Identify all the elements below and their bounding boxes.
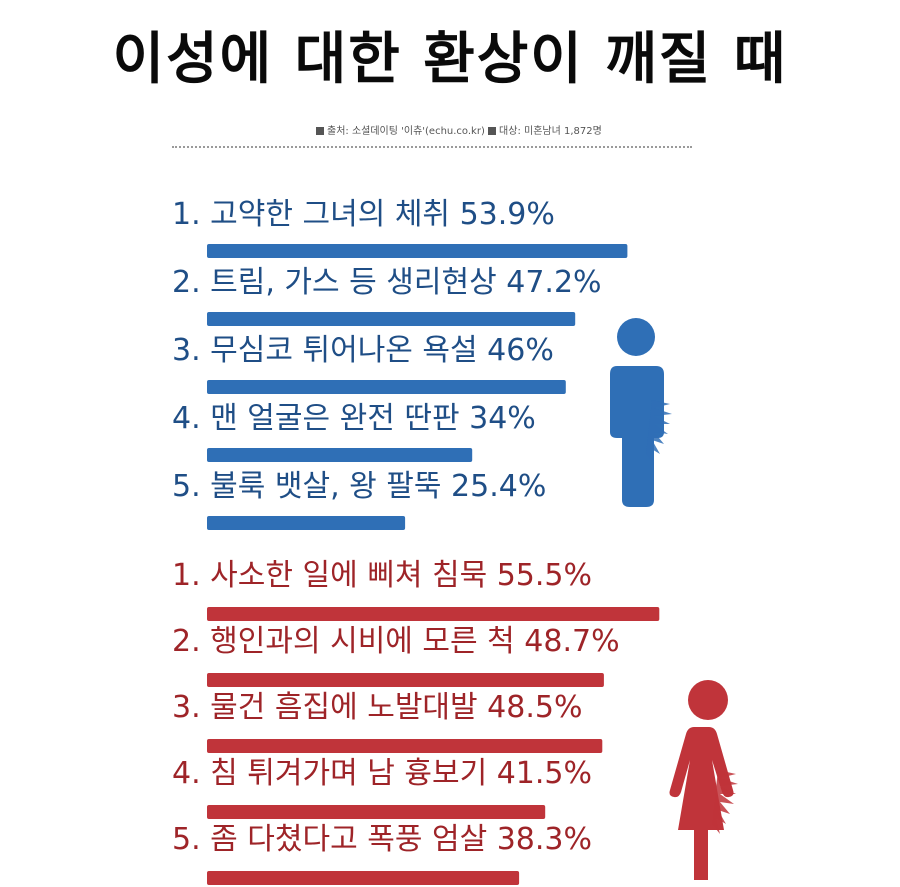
bullet-square-icon bbox=[316, 127, 324, 135]
female-bar-label-1: 1. 사소한 일에 삐쳐 침묵 55.5% bbox=[172, 558, 592, 593]
female-bar-4 bbox=[207, 805, 546, 819]
male-bar-group: 1. 고약한 그녀의 체취 53.9% 2. 트림, 가스 등 생리현상 47.2… bbox=[172, 197, 628, 530]
female-bar-label-4: 4. 침 튀겨가며 남 흉보기 41.5% bbox=[172, 756, 592, 791]
female-bar-1 bbox=[207, 607, 660, 621]
source-note: 출처: 소셜데이팅 '이츄'(echu.co.kr) 대상: 미혼남녀 1,87… bbox=[316, 122, 602, 137]
bullet-square-icon bbox=[488, 127, 497, 135]
male-bar-2 bbox=[207, 312, 576, 326]
page-title: 이성에 대한 환상이 깨질 때 bbox=[112, 27, 788, 92]
male-bar-label-4: 4. 맨 얼굴은 완전 딴판 34% bbox=[172, 401, 536, 436]
male-bar-label-3: 3. 무심코 튀어나온 욕설 46% bbox=[172, 333, 554, 368]
female-bar-label-3: 3. 물건 흠집에 노발대발 48.5% bbox=[172, 690, 582, 725]
female-bar-label-2: 2. 행인과의 시비에 모른 척 48.7% bbox=[172, 624, 620, 659]
dotted-divider bbox=[172, 146, 692, 148]
female-bar-2 bbox=[207, 673, 604, 687]
male-bar-1 bbox=[207, 244, 628, 258]
target-text: 대상: 미혼남녀 1,872명 bbox=[499, 126, 602, 137]
female-bar-label-5: 5. 좀 다쳤다고 폭풍 엄살 38.3% bbox=[172, 822, 592, 857]
male-bar-5 bbox=[207, 516, 406, 530]
source-text: 출처: 소셜데이팅 '이츄'(echu.co.kr) bbox=[327, 126, 485, 137]
male-figure-icon bbox=[610, 318, 672, 507]
male-bar-4 bbox=[207, 448, 473, 462]
female-bar-5 bbox=[207, 871, 520, 885]
female-bar-3 bbox=[207, 739, 603, 753]
female-figure-icon bbox=[669, 680, 738, 880]
female-bar-group: 1. 사소한 일에 삐쳐 침묵 55.5% 2. 행인과의 시비에 모른 척 48… bbox=[172, 558, 660, 885]
male-bar-label-2: 2. 트림, 가스 등 생리현상 47.2% bbox=[172, 265, 602, 300]
male-bar-3 bbox=[207, 380, 566, 394]
male-bar-label-5: 5. 불룩 뱃살, 왕 팔뚝 25.4% bbox=[172, 469, 546, 504]
male-bar-label-1: 1. 고약한 그녀의 체취 53.9% bbox=[172, 197, 555, 232]
